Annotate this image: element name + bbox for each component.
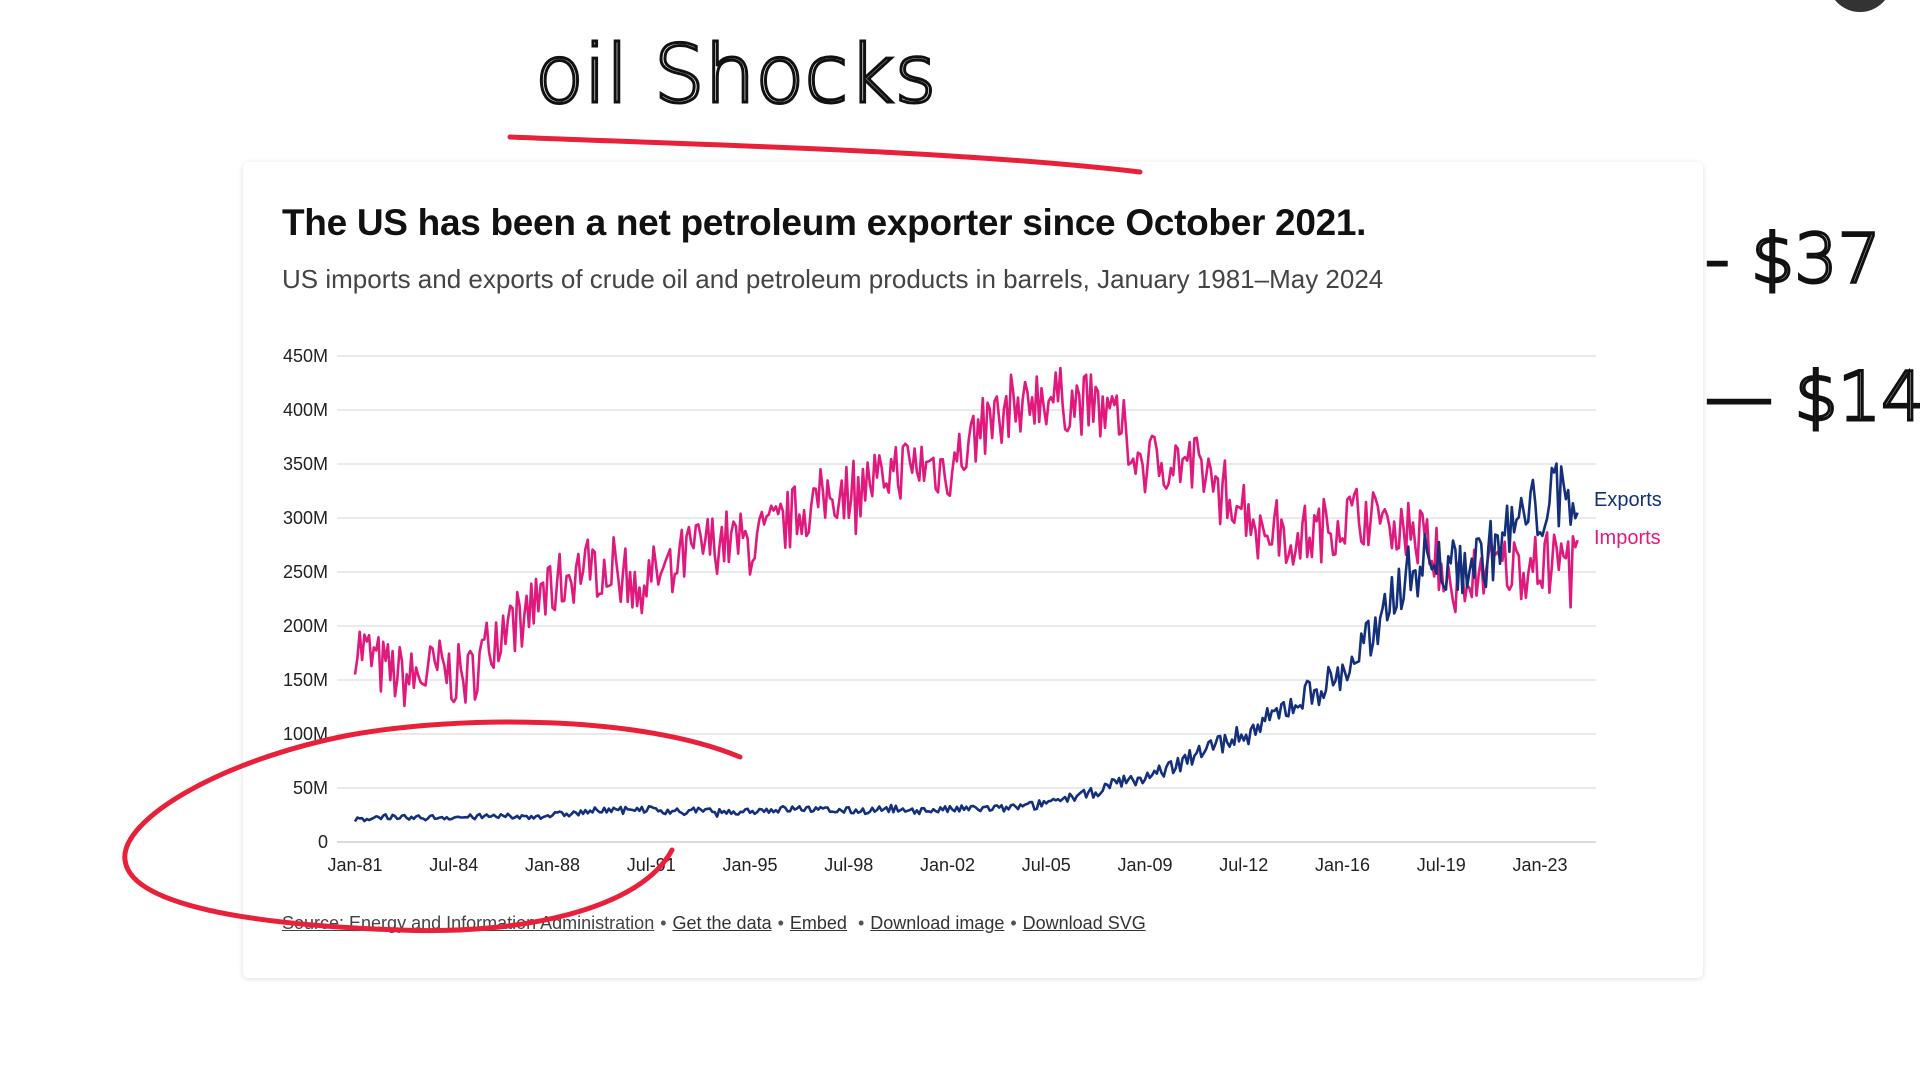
y-tick-label: 150M (283, 670, 328, 690)
x-tick-label: Jul-98 (824, 855, 873, 875)
download-svg-link[interactable]: Download SVG (1022, 913, 1146, 933)
y-tick-label: 250M (283, 562, 328, 582)
download-image-link[interactable]: Download image (870, 913, 1005, 933)
x-tick-label: Jul-19 (1417, 855, 1466, 875)
source-text: Source: Energy and Information Administr… (282, 913, 655, 933)
y-tick-label: 400M (283, 400, 328, 420)
x-tick-label: Jan-02 (920, 855, 975, 875)
embed-link[interactable]: Embed (789, 913, 847, 933)
chart-title: The US has been a net petroleum exporter… (282, 202, 1367, 243)
imports-line (353, 366, 1579, 708)
y-tick-label: 350M (283, 454, 328, 474)
y-tick-label: 100M (283, 724, 328, 744)
x-tick-label: Jan-09 (1117, 855, 1172, 875)
x-tick-label: Jan-95 (722, 855, 777, 875)
legend-imports: Imports (1594, 527, 1661, 549)
x-tick-label: Jul-12 (1219, 855, 1268, 875)
get-data-link[interactable]: Get the data (672, 913, 772, 933)
y-tick-label: 50M (293, 778, 328, 798)
x-tick-label: Jul-84 (429, 855, 478, 875)
y-tick-label: 0 (318, 832, 328, 852)
y-tick-label: 450M (283, 346, 328, 366)
chart-subtitle: US imports and exports of crude oil and … (282, 264, 1384, 294)
x-tick-label: Jul-91 (627, 855, 676, 875)
legend-exports: Exports (1594, 489, 1662, 511)
chart-footer: Source: Energy and Information Administr… (282, 913, 1146, 933)
x-tick-label: Jan-23 (1512, 855, 1567, 875)
x-tick-label: Jan-81 (327, 855, 382, 875)
x-tick-label: Jan-16 (1315, 855, 1370, 875)
y-tick-label: 200M (283, 616, 328, 636)
y-tick-label: 300M (283, 508, 328, 528)
x-tick-label: Jul-05 (1022, 855, 1071, 875)
x-tick-label: Jan-88 (525, 855, 580, 875)
